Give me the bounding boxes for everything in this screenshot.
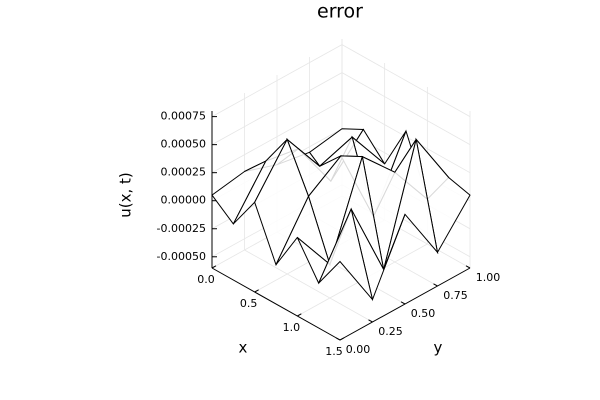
y-tick-label: 0.00: [346, 343, 371, 356]
y-tick: [400, 301, 406, 305]
y-axis-label: y: [434, 339, 443, 357]
z-tick-label: 0.00000: [161, 194, 207, 207]
z-tick-label: 0.00075: [161, 110, 207, 123]
grid-line: [276, 231, 406, 305]
x-axis: [211, 267, 341, 341]
x-tick-label: 1.5: [325, 345, 343, 358]
x-tick: [211, 265, 217, 269]
z-tick-label: 0.00025: [161, 166, 207, 179]
y-tick-label: 0.50: [411, 307, 436, 320]
grid-line: [244, 249, 373, 323]
x-tick: [297, 313, 302, 317]
x-tick: [339, 337, 345, 341]
x-tick-label: 1.0: [283, 321, 301, 334]
y-tick-label: 0.75: [443, 289, 468, 302]
y-tick: [433, 283, 438, 287]
z-tick-label: -0.00025: [157, 222, 206, 235]
y-tick: [335, 337, 341, 341]
chart-title: error: [317, 1, 363, 23]
z-tick-label: 0.00050: [161, 138, 207, 151]
x-tick-label: 0.5: [240, 297, 258, 310]
x-tick: [254, 289, 259, 293]
grid-line: [211, 100, 343, 174]
x-axis-label: x: [239, 339, 248, 357]
grid-line: [211, 72, 343, 145]
surface-patch: [318, 207, 373, 300]
grid-line: [341, 44, 471, 117]
grid-line: [341, 72, 471, 145]
grid-line: [211, 44, 343, 117]
y-tick: [368, 319, 373, 323]
z-axis-label: u(x, t): [117, 172, 135, 218]
y-tick: [465, 265, 471, 269]
x-tick-label: 0.0: [197, 273, 215, 286]
z-tick-label: -0.00050: [157, 250, 206, 263]
y-tick-label: 0.25: [378, 325, 403, 338]
y-tick-label: 1.00: [476, 271, 501, 284]
